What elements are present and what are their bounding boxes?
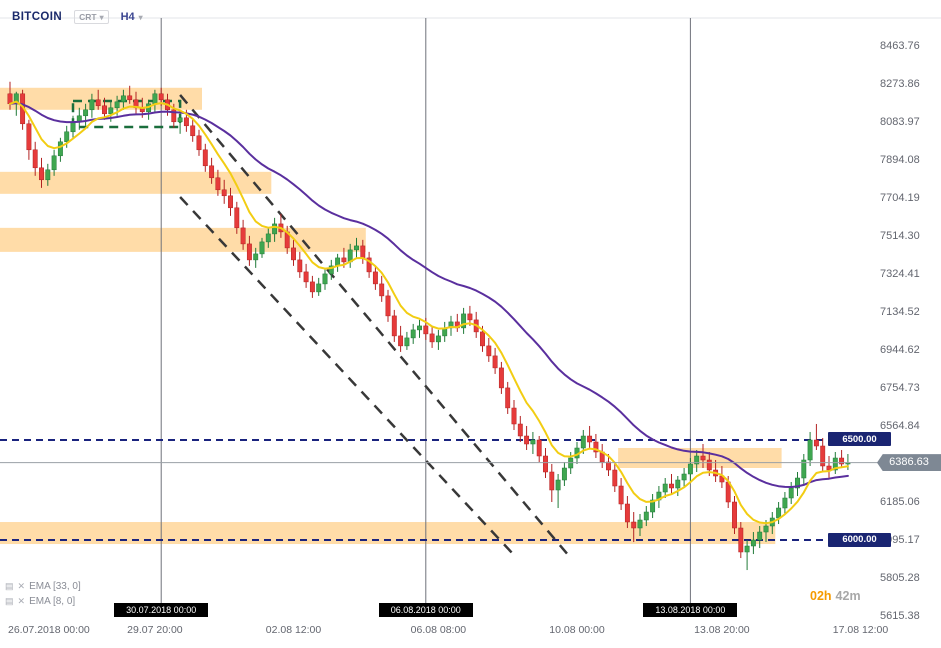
ema33-line[interactable] <box>9 102 849 488</box>
timeframe-dropdown[interactable]: H4 ▾ <box>121 11 143 23</box>
chevron-down-icon: ▾ <box>99 12 104 22</box>
indicator-remove-icon[interactable]: ✕ <box>17 596 26 606</box>
price-axis-tick: 7324.41 <box>880 268 920 280</box>
price-axis-tick: 7134.52 <box>880 306 920 318</box>
timeframe-label: H4 <box>120 11 135 23</box>
indicator-row-ema8: ▤ ✕ EMA [8, 0] <box>5 594 81 609</box>
supply-demand-zone[interactable] <box>0 522 776 545</box>
supply-demand-zone[interactable] <box>0 171 272 194</box>
candlestick-series <box>7 81 851 571</box>
session-date-label: 06.08.2018 00:00 <box>378 603 473 617</box>
indicator-legend: ▤ ✕ EMA [33, 0] ▤ ✕ EMA [8, 0] <box>5 579 81 609</box>
price-axis-tick: 6754.73 <box>880 382 920 394</box>
price-axis-tick: 8273.86 <box>880 78 920 90</box>
time-axis-tick: 29.07 20:00 <box>127 624 183 636</box>
price-axis-tick: 5615.38 <box>880 610 920 622</box>
indicator-remove-icon[interactable]: ✕ <box>17 581 26 591</box>
candle-countdown: 02h 42m <box>810 589 861 603</box>
countdown-hours: 02h <box>810 589 832 603</box>
time-axis-tick: 17.08 12:00 <box>832 624 889 636</box>
indicator-label-ema8: EMA [8, 0] <box>29 596 76 607</box>
time-axis-tick: 06.08 08:00 <box>410 624 467 636</box>
price-axis-tick: 8083.97 <box>880 116 920 128</box>
supply-demand-zone[interactable] <box>618 447 782 468</box>
chevron-down-icon: ▾ <box>138 12 143 22</box>
supply-demand-zone[interactable] <box>0 227 366 252</box>
chart-header: BITCOIN CRT ▾ H4 ▾ <box>12 10 143 24</box>
price-axis-tick: 5805.28 <box>880 572 920 584</box>
time-axis-tick: 10.08 00:00 <box>549 624 605 636</box>
time-axis-tick: 13.08 20:00 <box>694 624 750 636</box>
price-level-badge[interactable]: 6500.00 <box>828 432 891 447</box>
indicator-label-ema33: EMA [33, 0] <box>29 581 81 592</box>
price-level-badge[interactable]: 6000.00 <box>828 532 891 547</box>
price-axis-tick: 7894.08 <box>880 154 920 166</box>
supply-demand-zone[interactable] <box>0 87 202 110</box>
price-axis-tick: 6944.62 <box>880 344 920 356</box>
chart-type-label: CRT <box>79 12 97 22</box>
time-axis-tick: 26.07.2018 00:00 <box>8 624 90 636</box>
ema8-line[interactable] <box>9 100 849 525</box>
trend-channel-lower[interactable] <box>179 196 515 556</box>
session-date-label: 13.08.2018 00:00 <box>643 603 738 617</box>
price-axis-tick: 8463.76 <box>880 40 920 52</box>
price-axis-tick: 6564.84 <box>880 420 920 432</box>
trend-channel-upper[interactable] <box>179 94 572 559</box>
indicator-settings-icon[interactable]: ▤ <box>5 581 14 591</box>
price-axis-tick: 7514.30 <box>880 230 920 242</box>
price-axis-tick: 7704.19 <box>880 192 920 204</box>
countdown-minutes: 42m <box>835 589 861 603</box>
current-price-badge: 6386.63 <box>877 454 941 472</box>
indicator-row-ema33: ▤ ✕ EMA [33, 0] <box>5 579 81 594</box>
session-date-label: 30.07.2018 00:00 <box>114 603 209 617</box>
supply-demand-zones <box>0 87 782 545</box>
symbol-title: BITCOIN <box>12 11 63 23</box>
price-axis-tick: 6185.06 <box>880 496 920 508</box>
chart-type-dropdown[interactable]: CRT ▾ <box>74 10 109 24</box>
time-axis-tick: 02.08 12:00 <box>265 624 322 636</box>
indicator-settings-icon[interactable]: ▤ <box>5 596 14 606</box>
